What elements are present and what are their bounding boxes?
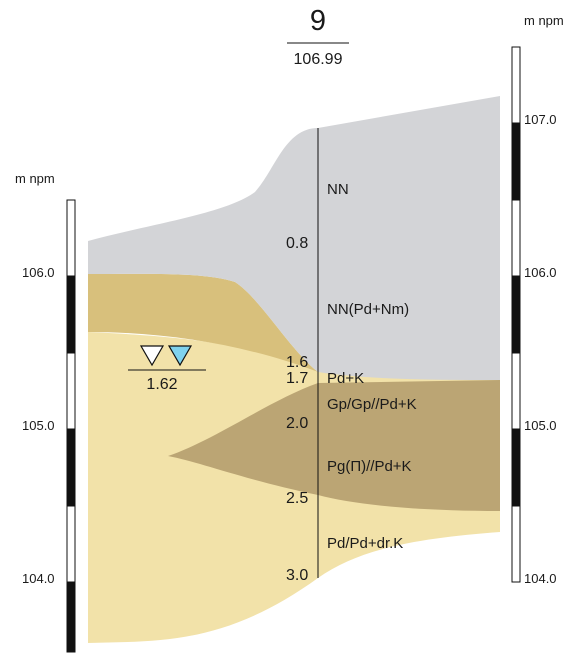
layer-label: NN [327, 181, 349, 198]
water-level-marker: 1.62 [128, 345, 206, 393]
left-tick-label: 104.0 [22, 571, 55, 586]
layer-label: Pg(П)//Pd+K [327, 458, 412, 475]
right-tick-label: 105.0 [524, 418, 557, 433]
layer-tan-fill [88, 273, 318, 372]
water-level-depth: 1.62 [146, 376, 177, 393]
right-tick-label: 104.0 [524, 571, 557, 586]
layer-label: Pd/Pd+dr.K [327, 535, 403, 552]
left-scale-bar [66, 199, 76, 653]
borehole-number: 9 [310, 5, 326, 37]
depth-label: 3.0 [286, 567, 308, 584]
depth-label: 0.8 [286, 235, 308, 252]
layer-label: NN(Pd+Nm) [327, 301, 409, 318]
depth-label: 2.0 [286, 415, 308, 432]
layer-label: Gp/Gp//Pd+K [327, 396, 417, 413]
right-scale-bar [511, 46, 521, 583]
layer-made-ground-fill [88, 96, 500, 380]
depth-label: 2.5 [286, 490, 308, 507]
borehole-elevation: 106.99 [294, 51, 343, 68]
water-level-empty-triangle-icon [139, 345, 165, 367]
layer-clay-fill [168, 380, 500, 511]
left-tick-label: 106.0 [22, 265, 55, 280]
water-level-filled-triangle-icon [167, 345, 193, 367]
depth-label: 1.6 [286, 354, 308, 371]
layer-sand-fill [88, 332, 318, 643]
depth-label: 1.7 [286, 370, 308, 387]
layer-label: Pd+K [327, 370, 364, 387]
left-tick-label: 105.0 [22, 418, 55, 433]
right-tick-label: 107.0 [524, 112, 557, 127]
left-scale-unit: m npm [15, 171, 55, 186]
right-tick-label: 106.0 [524, 265, 557, 280]
right-scale-unit: m npm [524, 13, 564, 28]
